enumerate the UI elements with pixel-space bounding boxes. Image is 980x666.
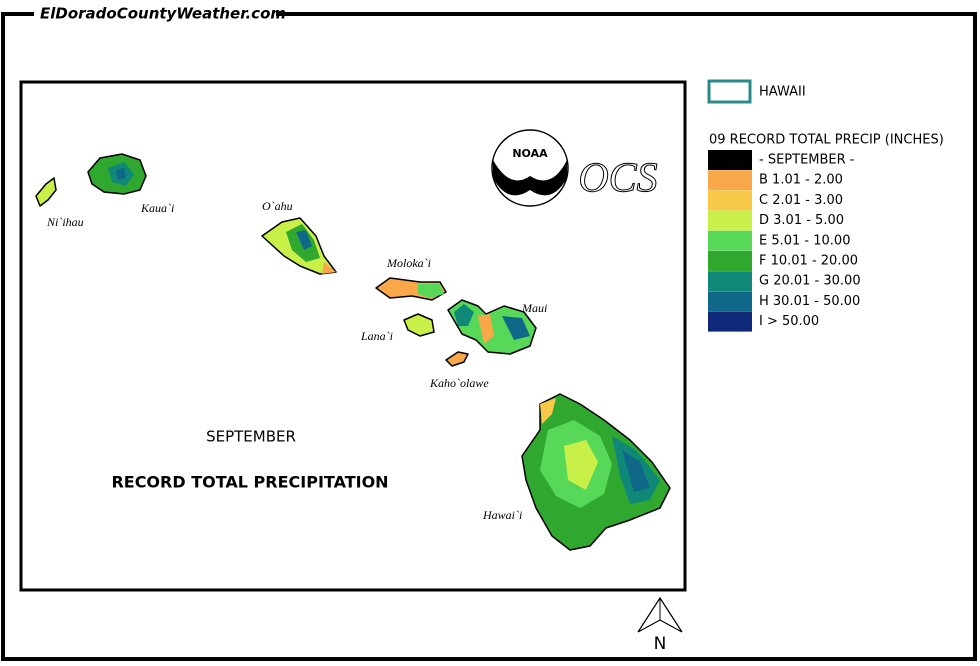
frame [1,12,977,661]
site-title: ElDoradoCountyWeather.com [40,5,286,23]
island-label: O`ahu [262,199,293,213]
island-maui-dry [478,314,494,344]
ocs-logo: OCS [578,156,657,202]
legend-swatch [708,311,752,332]
island-label: Lana`i [360,329,393,343]
legend-swatch [708,150,752,170]
legend-swatch [708,210,752,231]
logo-circle [491,129,569,207]
island-hawaii-kohala [540,398,556,424]
island-maui-wettest [502,316,530,340]
island-label: Ni`ihau [46,215,84,229]
legend-label: D 3.01 - 5.00 [759,213,844,228]
legend-label: G 20.01 - 30.00 [759,274,861,289]
map-subtitle: RECORD TOTAL PRECIPITATION [111,473,388,492]
title-backdrop [34,2,276,26]
island-maui-west [454,304,474,326]
island-label: Moloka`i [386,256,431,270]
island-label: Maui [521,301,547,315]
island-lanai [403,313,435,337]
island-hawaii-dry [564,440,598,490]
north-arrow: N [637,596,683,654]
island-molokai-wet [418,284,444,298]
island-oahu-wettest [296,230,312,250]
island-oahu-dry [322,262,336,274]
legend-swatch [708,190,752,211]
legend-label: I > 50.00 [759,314,819,329]
logo-text: NOAA [512,147,548,160]
legend-label: - SEPTEMBER - [759,153,855,168]
legend-label: H 30.01 - 50.00 [759,294,860,309]
legend-title: 09 RECORD TOTAL PRECIP (INCHES) [709,133,944,148]
legend-swatch [708,230,752,251]
region-label: HAWAII [759,85,806,100]
legend-swatch [708,271,752,292]
legend-swatch [708,291,752,312]
legend-label: B 1.01 - 2.00 [759,173,843,188]
island-niihau [35,177,57,207]
region-swatch [707,79,752,104]
island-label: Kaua`i [140,201,174,215]
legend: HAWAII 09 RECORD TOTAL PRECIP (INCHES) -… [707,79,944,332]
noaa-logo: NOAA [491,129,569,207]
islands [35,153,671,551]
legend-swatch [708,251,752,271]
legend-label: F 10.01 - 20.00 [759,254,858,269]
island-label: Hawai`i [482,508,522,522]
legend-label: C 2.01 - 3.00 [759,193,843,208]
island-kahoolawe [445,351,469,367]
island-kauai-wettest [116,168,126,180]
north-label: N [654,634,667,654]
legend-swatch [708,170,752,191]
legend-label: E 5.01 - 10.00 [759,233,850,248]
map-month: SEPTEMBER [206,428,296,446]
logo-bird [493,160,567,196]
island-label: Kaho`olawe [429,376,489,390]
island-hawaii-wettest [622,450,650,492]
